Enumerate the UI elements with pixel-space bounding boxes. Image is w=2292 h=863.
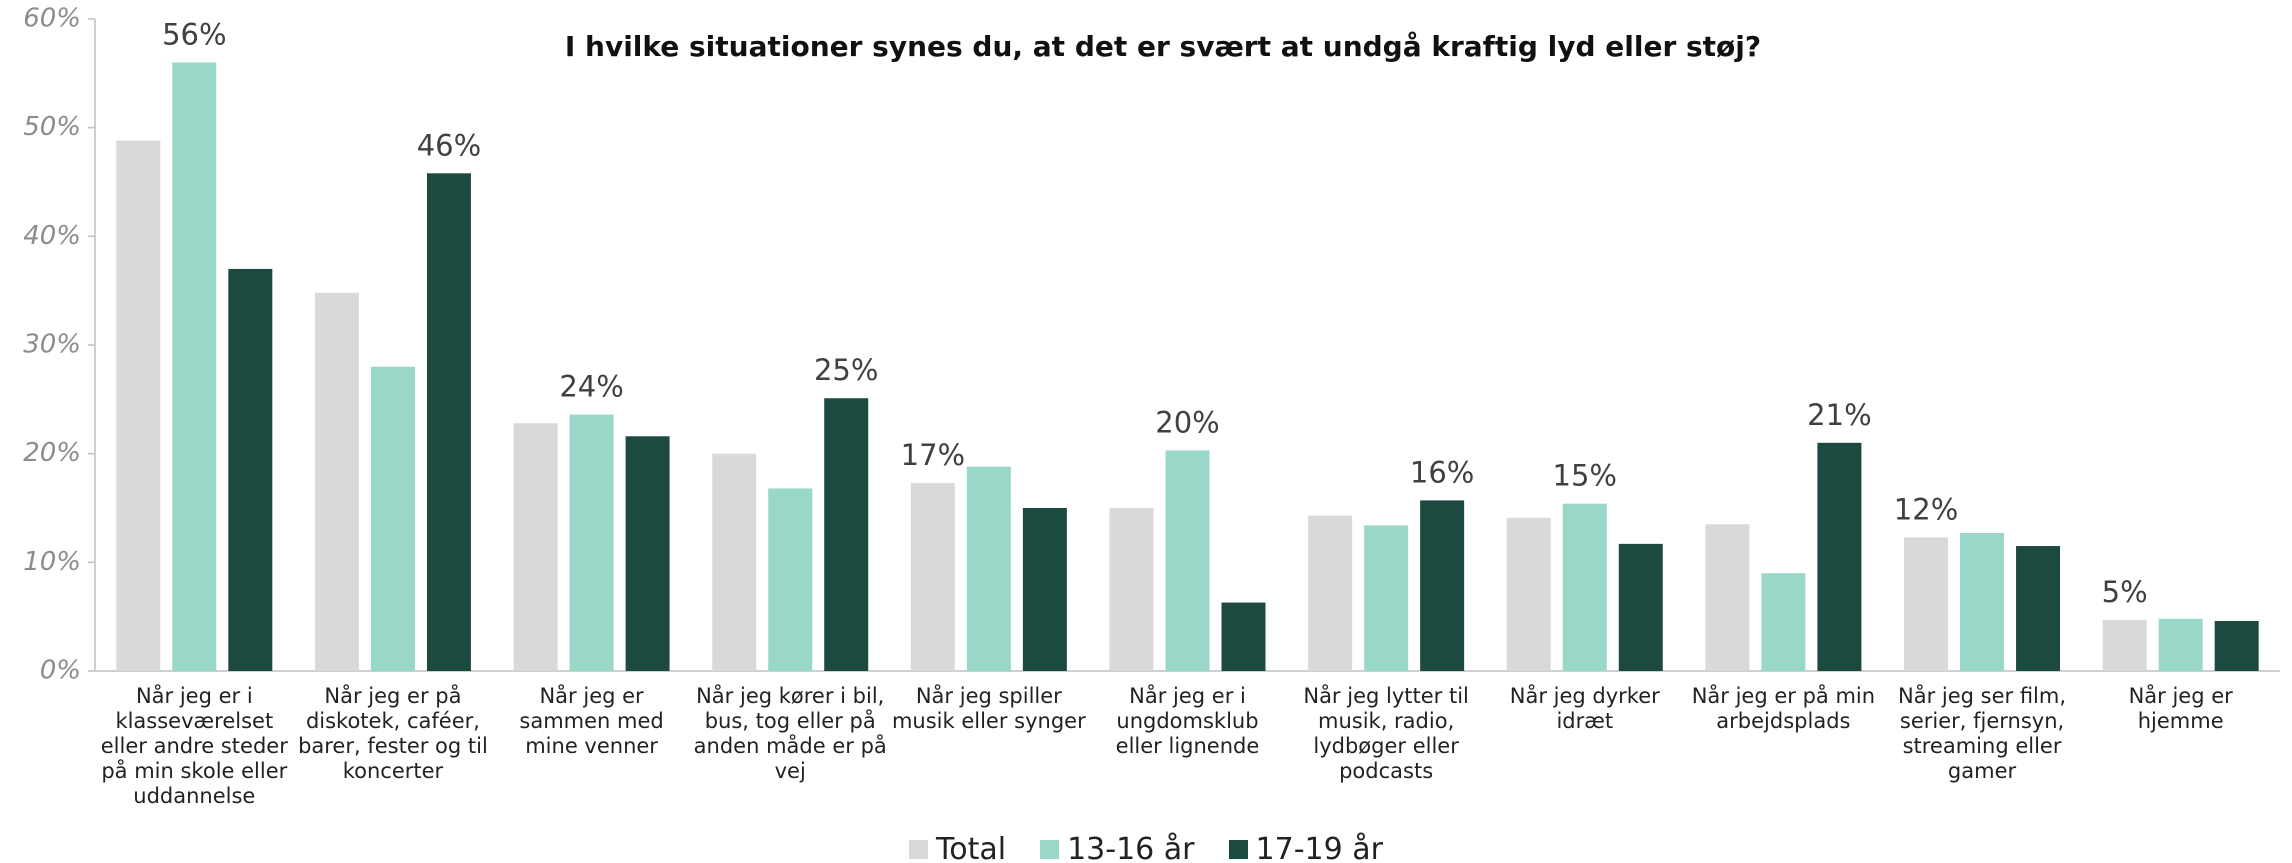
bar [1109,508,1154,671]
bar [1960,532,2005,671]
legend-swatch [909,840,929,859]
bar [569,414,614,671]
bar [824,398,869,671]
x-tick-label: Når jeg kører i bil, bus, tog eller på a… [693,684,887,783]
bar [1705,524,1750,671]
bar [712,453,757,671]
bar [1817,442,1862,671]
bar [2158,618,2203,671]
bar [1022,508,1067,671]
x-tick-label: Når jeg ser film, serier, fjernsyn, stre… [1898,684,2067,783]
bar [2214,621,2259,671]
bar [1420,500,1465,671]
bar [1506,517,1551,671]
legend-swatch [1228,840,1248,859]
bar [172,62,217,671]
bar [513,423,558,671]
x-tick-label: Når jeg dyrker idræt [1509,684,1660,733]
bar [1618,543,1663,671]
data-label: 56% [162,17,226,51]
data-label: 20% [1155,405,1219,439]
legend-label: Total [936,832,1007,863]
bar [2016,546,2061,671]
x-tick-label: Når jeg er på diskotek, caféer, barer, f… [298,684,488,783]
chart-title: I hvilke situationer synes du, at det er… [565,30,1761,63]
x-tick-label: Når jeg spiller musik eller synger [891,684,1086,733]
bar [910,483,955,671]
bar [1364,525,1409,671]
x-tick-label: Når jeg er i klasseværelset eller andre … [100,684,288,808]
bar [314,292,359,671]
legend-swatch [1040,840,1060,859]
legend-label: 17-19 år [1255,832,1383,863]
x-tick-label: Når jeg lytter til musik, radio, lydbøge… [1303,684,1469,783]
y-tick-label: 30% [23,330,81,360]
x-tick-label: Når jeg er sammen med mine venner [519,684,664,758]
bar [1221,602,1266,671]
bar [2102,619,2147,671]
data-label: 17% [901,438,965,472]
y-tick-label: 50% [23,112,81,142]
data-label: 21% [1807,398,1871,432]
y-tick-label: 20% [23,438,81,468]
bar [370,366,415,671]
legend-label: 13-16 år [1067,832,1195,863]
bar [1562,503,1607,671]
bar [426,173,471,671]
bar [966,466,1011,671]
data-label: 12% [1894,492,1958,526]
bar [1165,450,1210,671]
x-tick-label: Når jeg er i ungdomsklub eller lignende [1115,684,1260,758]
legend-item: Total [909,832,1006,863]
data-label: 16% [1410,455,1474,489]
y-tick-label: 0% [40,656,81,686]
data-label: 24% [559,370,623,404]
bar [228,268,273,671]
x-tick-label: Når jeg er på min arbejdsplads [1691,684,1876,733]
bar [625,436,670,671]
legend-item: 13-16 år [1040,832,1195,863]
data-label: 46% [417,128,481,162]
legend: Total 13-16 år 17-19 år [0,832,2292,863]
x-tick-label: Når jeg er hjemme [2128,684,2233,733]
y-tick-label: 60% [23,4,81,34]
data-label: 25% [814,353,878,387]
y-tick-label: 10% [23,547,81,577]
bar [1904,537,1949,671]
bar [116,140,161,671]
legend-item: 17-19 år [1228,832,1383,863]
bar [1761,573,1806,671]
data-label: 5% [2102,575,2148,609]
bar [1308,515,1353,671]
data-label: 15% [1553,459,1617,493]
bar [768,488,813,671]
y-tick-label: 40% [23,221,81,251]
